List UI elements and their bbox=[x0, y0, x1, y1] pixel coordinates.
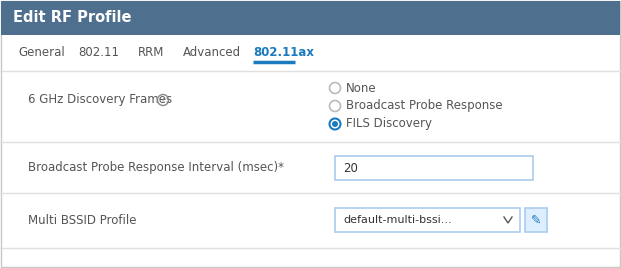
Text: General: General bbox=[18, 46, 65, 58]
Text: i: i bbox=[162, 96, 164, 105]
Text: Edit RF Profile: Edit RF Profile bbox=[13, 10, 132, 25]
Text: 802.11ax: 802.11ax bbox=[253, 46, 314, 58]
Text: FILS Discovery: FILS Discovery bbox=[346, 117, 432, 131]
FancyBboxPatch shape bbox=[335, 208, 520, 232]
FancyBboxPatch shape bbox=[525, 208, 547, 232]
Text: Broadcast Probe Response Interval (msec)*: Broadcast Probe Response Interval (msec)… bbox=[28, 162, 284, 174]
Text: Broadcast Probe Response: Broadcast Probe Response bbox=[346, 99, 502, 113]
Text: default-multi-bssi...: default-multi-bssi... bbox=[343, 215, 451, 225]
Text: None: None bbox=[346, 81, 376, 95]
FancyBboxPatch shape bbox=[1, 1, 620, 35]
Circle shape bbox=[332, 121, 338, 127]
Text: 802.11: 802.11 bbox=[78, 46, 119, 58]
FancyBboxPatch shape bbox=[335, 156, 533, 180]
Text: ✎: ✎ bbox=[531, 214, 542, 226]
Text: Advanced: Advanced bbox=[183, 46, 241, 58]
Text: 6 GHz Discovery Frames: 6 GHz Discovery Frames bbox=[28, 94, 172, 106]
Text: RRM: RRM bbox=[138, 46, 165, 58]
Text: Multi BSSID Profile: Multi BSSID Profile bbox=[28, 214, 137, 226]
Text: 20: 20 bbox=[343, 162, 358, 174]
